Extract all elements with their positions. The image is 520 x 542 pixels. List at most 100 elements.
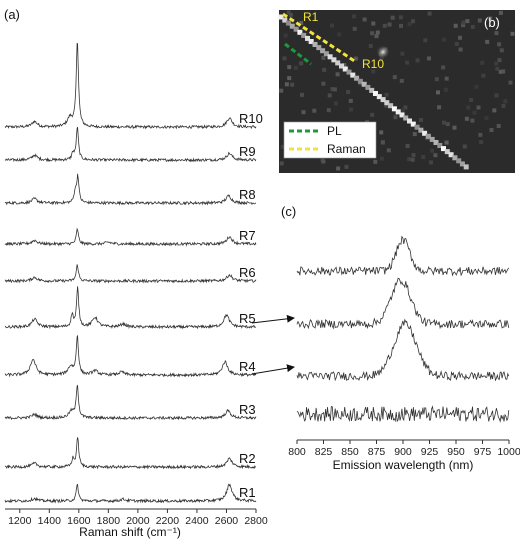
series-label-r3: R3 (239, 402, 256, 417)
noise-pixel (392, 75, 397, 80)
bright-spot (376, 45, 390, 59)
nanotube-pixel (448, 152, 454, 158)
nanotube-pixel (422, 130, 428, 136)
pl-tick-label: 1000 (497, 446, 520, 458)
nanotube-pixel (410, 121, 416, 127)
pl-x-label: Emission wavelength (nm) (333, 458, 474, 472)
noise-pixel (411, 153, 416, 158)
pl-tick-label: 800 (288, 446, 306, 458)
noise-pixel (346, 90, 351, 94)
noise-pixel (374, 34, 379, 39)
noise-pixel (370, 112, 375, 117)
pl-tick-label: 825 (315, 446, 333, 458)
noise-pixel (348, 98, 353, 103)
panel-a-label: (a) (4, 7, 20, 22)
noise-pixel (393, 115, 398, 120)
noise-pixel (503, 99, 508, 104)
nanotube-pixel (320, 48, 326, 54)
noise-pixel (287, 76, 292, 81)
noise-pixel (454, 42, 459, 46)
noise-pixel (407, 157, 412, 162)
legend-pl-label: PL (327, 124, 342, 138)
nanotube-pixel (459, 161, 465, 167)
raman-x-ticks: 1200 1400 1600 1800 2000 2200 2400 2600 2800 (8, 509, 268, 527)
noise-pixel (499, 48, 504, 53)
series-label-r7: R7 (239, 228, 256, 243)
noise-pixel (476, 105, 481, 110)
noise-pixel (412, 132, 417, 137)
noise-pixel (387, 22, 392, 27)
noise-pixel (469, 98, 474, 103)
raman-scan-line (282, 12, 357, 64)
pl-x-axis: 800 825 850 875 900 925 950 975 1000 (288, 439, 520, 458)
noise-pixel (283, 33, 288, 38)
pl-tick-label: 900 (394, 446, 412, 458)
noise-pixel (279, 88, 284, 93)
noise-pixel (442, 37, 447, 42)
raman-series-r7 (4, 227, 257, 247)
noise-pixel (496, 124, 501, 128)
series-label-r5: R5 (239, 311, 256, 326)
noise-pixel (410, 157, 415, 162)
noise-pixel (498, 10, 503, 15)
nanotube-bright-line (278, 14, 469, 170)
noise-pixel (497, 58, 502, 63)
noise-pixel (508, 80, 513, 85)
series-label-r9: R9 (239, 144, 256, 159)
pl-tick-label: 925 (421, 446, 439, 458)
legend-raman-label: Raman (327, 142, 366, 156)
noise-pixel (443, 87, 448, 92)
noise-pixel (362, 17, 367, 22)
start-label: R1 (303, 10, 319, 24)
noise-pixel (465, 19, 470, 24)
noise-pixel (401, 108, 406, 113)
nanotube-pixel (380, 97, 386, 103)
raman-tick-label: 2200 (156, 515, 180, 527)
raman-spectra (4, 42, 257, 504)
noise-pixel (400, 51, 405, 56)
nanotube-pixel (407, 118, 412, 124)
noise-pixel (453, 23, 458, 28)
nanotube-pixel (286, 20, 292, 26)
raman-tick-label: 2800 (244, 515, 268, 527)
raman-tick-label: 2600 (215, 515, 239, 527)
arrow-r5-to-pl (251, 314, 295, 324)
nanotube-pixel (331, 57, 337, 63)
nanotube-pixel (376, 94, 382, 100)
noise-pixel (382, 23, 387, 28)
nanotube-pixel (289, 23, 295, 29)
nanotube-pixel (373, 91, 378, 96)
noise-pixel (312, 108, 317, 113)
raman-tick-label: 2400 (185, 515, 209, 527)
noise-pixel (481, 73, 486, 78)
noise-pixel (434, 77, 439, 82)
noise-pixel (461, 23, 466, 28)
nanotube-pixel (308, 39, 314, 44)
raman-tick-label: 1200 (8, 515, 32, 527)
noise-pixel (375, 30, 380, 35)
raman-tick-label: 1600 (67, 515, 91, 527)
noise-pixel (386, 148, 391, 153)
noise-pixel (452, 125, 457, 130)
nanotube-pixel (323, 51, 329, 57)
raman-tick-label: 1400 (38, 515, 62, 527)
nanotube-pixel (357, 78, 363, 84)
noise-pixel (501, 69, 506, 74)
raman-series-r3 (4, 384, 257, 421)
nanotube-pixel (395, 109, 401, 115)
pl-trace-1 (296, 235, 510, 277)
noise-pixel (436, 90, 440, 95)
noise-pixel (353, 56, 358, 61)
nanotube-pixel (346, 69, 352, 75)
noise-pixel (407, 22, 412, 27)
noise-pixel (379, 130, 384, 135)
noise-pixel (282, 56, 287, 61)
nanotube-pixel (327, 54, 333, 60)
nanotube-pixel (305, 35, 310, 41)
pl-spectra (296, 235, 510, 423)
noise-pixel (437, 105, 442, 110)
pl-scan-line (284, 42, 312, 66)
series-label-r10: R10 (239, 111, 263, 126)
nanotube-pixel (369, 87, 375, 93)
raman-x-axis: 1200 1400 1600 1800 2000 2200 2400 2600 2800 (5, 508, 268, 527)
